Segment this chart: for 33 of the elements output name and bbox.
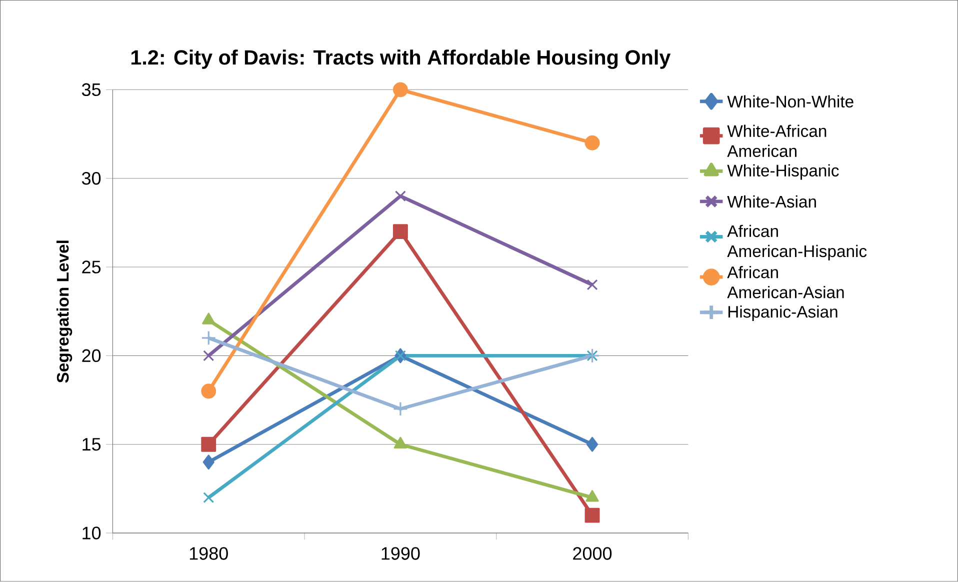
legend-label: White-Asian <box>727 196 816 208</box>
y-tick-label: 20 <box>82 349 101 362</box>
y-axis-title: Segregation Level <box>56 240 72 383</box>
point <box>394 190 406 202</box>
legend-label: White-Non-White <box>727 95 854 108</box>
y-tick-label: 25 <box>82 260 101 274</box>
legend-label: White-African American <box>727 124 826 158</box>
x-tick-label: 2000 <box>573 547 612 560</box>
point <box>586 279 598 290</box>
point <box>202 454 214 470</box>
point <box>201 330 216 346</box>
legend-label: African American-Asian <box>727 266 844 298</box>
point <box>201 437 216 452</box>
legend-label: Hispanic-Asian <box>728 306 838 322</box>
y-tick-label: 15 <box>82 438 101 451</box>
y-tick-label: 30 <box>82 172 101 185</box>
point <box>394 437 408 449</box>
point <box>392 82 408 98</box>
legend-label: African American-Hispanic <box>727 224 867 261</box>
point <box>586 437 598 452</box>
point <box>392 224 408 240</box>
point <box>201 384 216 399</box>
y-tick-label: 10 <box>82 526 101 540</box>
point <box>584 136 600 150</box>
point <box>203 350 214 362</box>
legend-label: White-Hispanic <box>727 164 839 180</box>
y-tick-label: 35 <box>82 83 101 96</box>
point <box>584 508 600 523</box>
point <box>203 492 214 504</box>
point <box>392 402 408 417</box>
x-tick-label: 1980 <box>190 547 228 560</box>
chart-title: 1.2: City of Davis: Tracts with Affordable Housing Only <box>131 50 671 70</box>
x-tick-label: 1990 <box>382 547 420 560</box>
